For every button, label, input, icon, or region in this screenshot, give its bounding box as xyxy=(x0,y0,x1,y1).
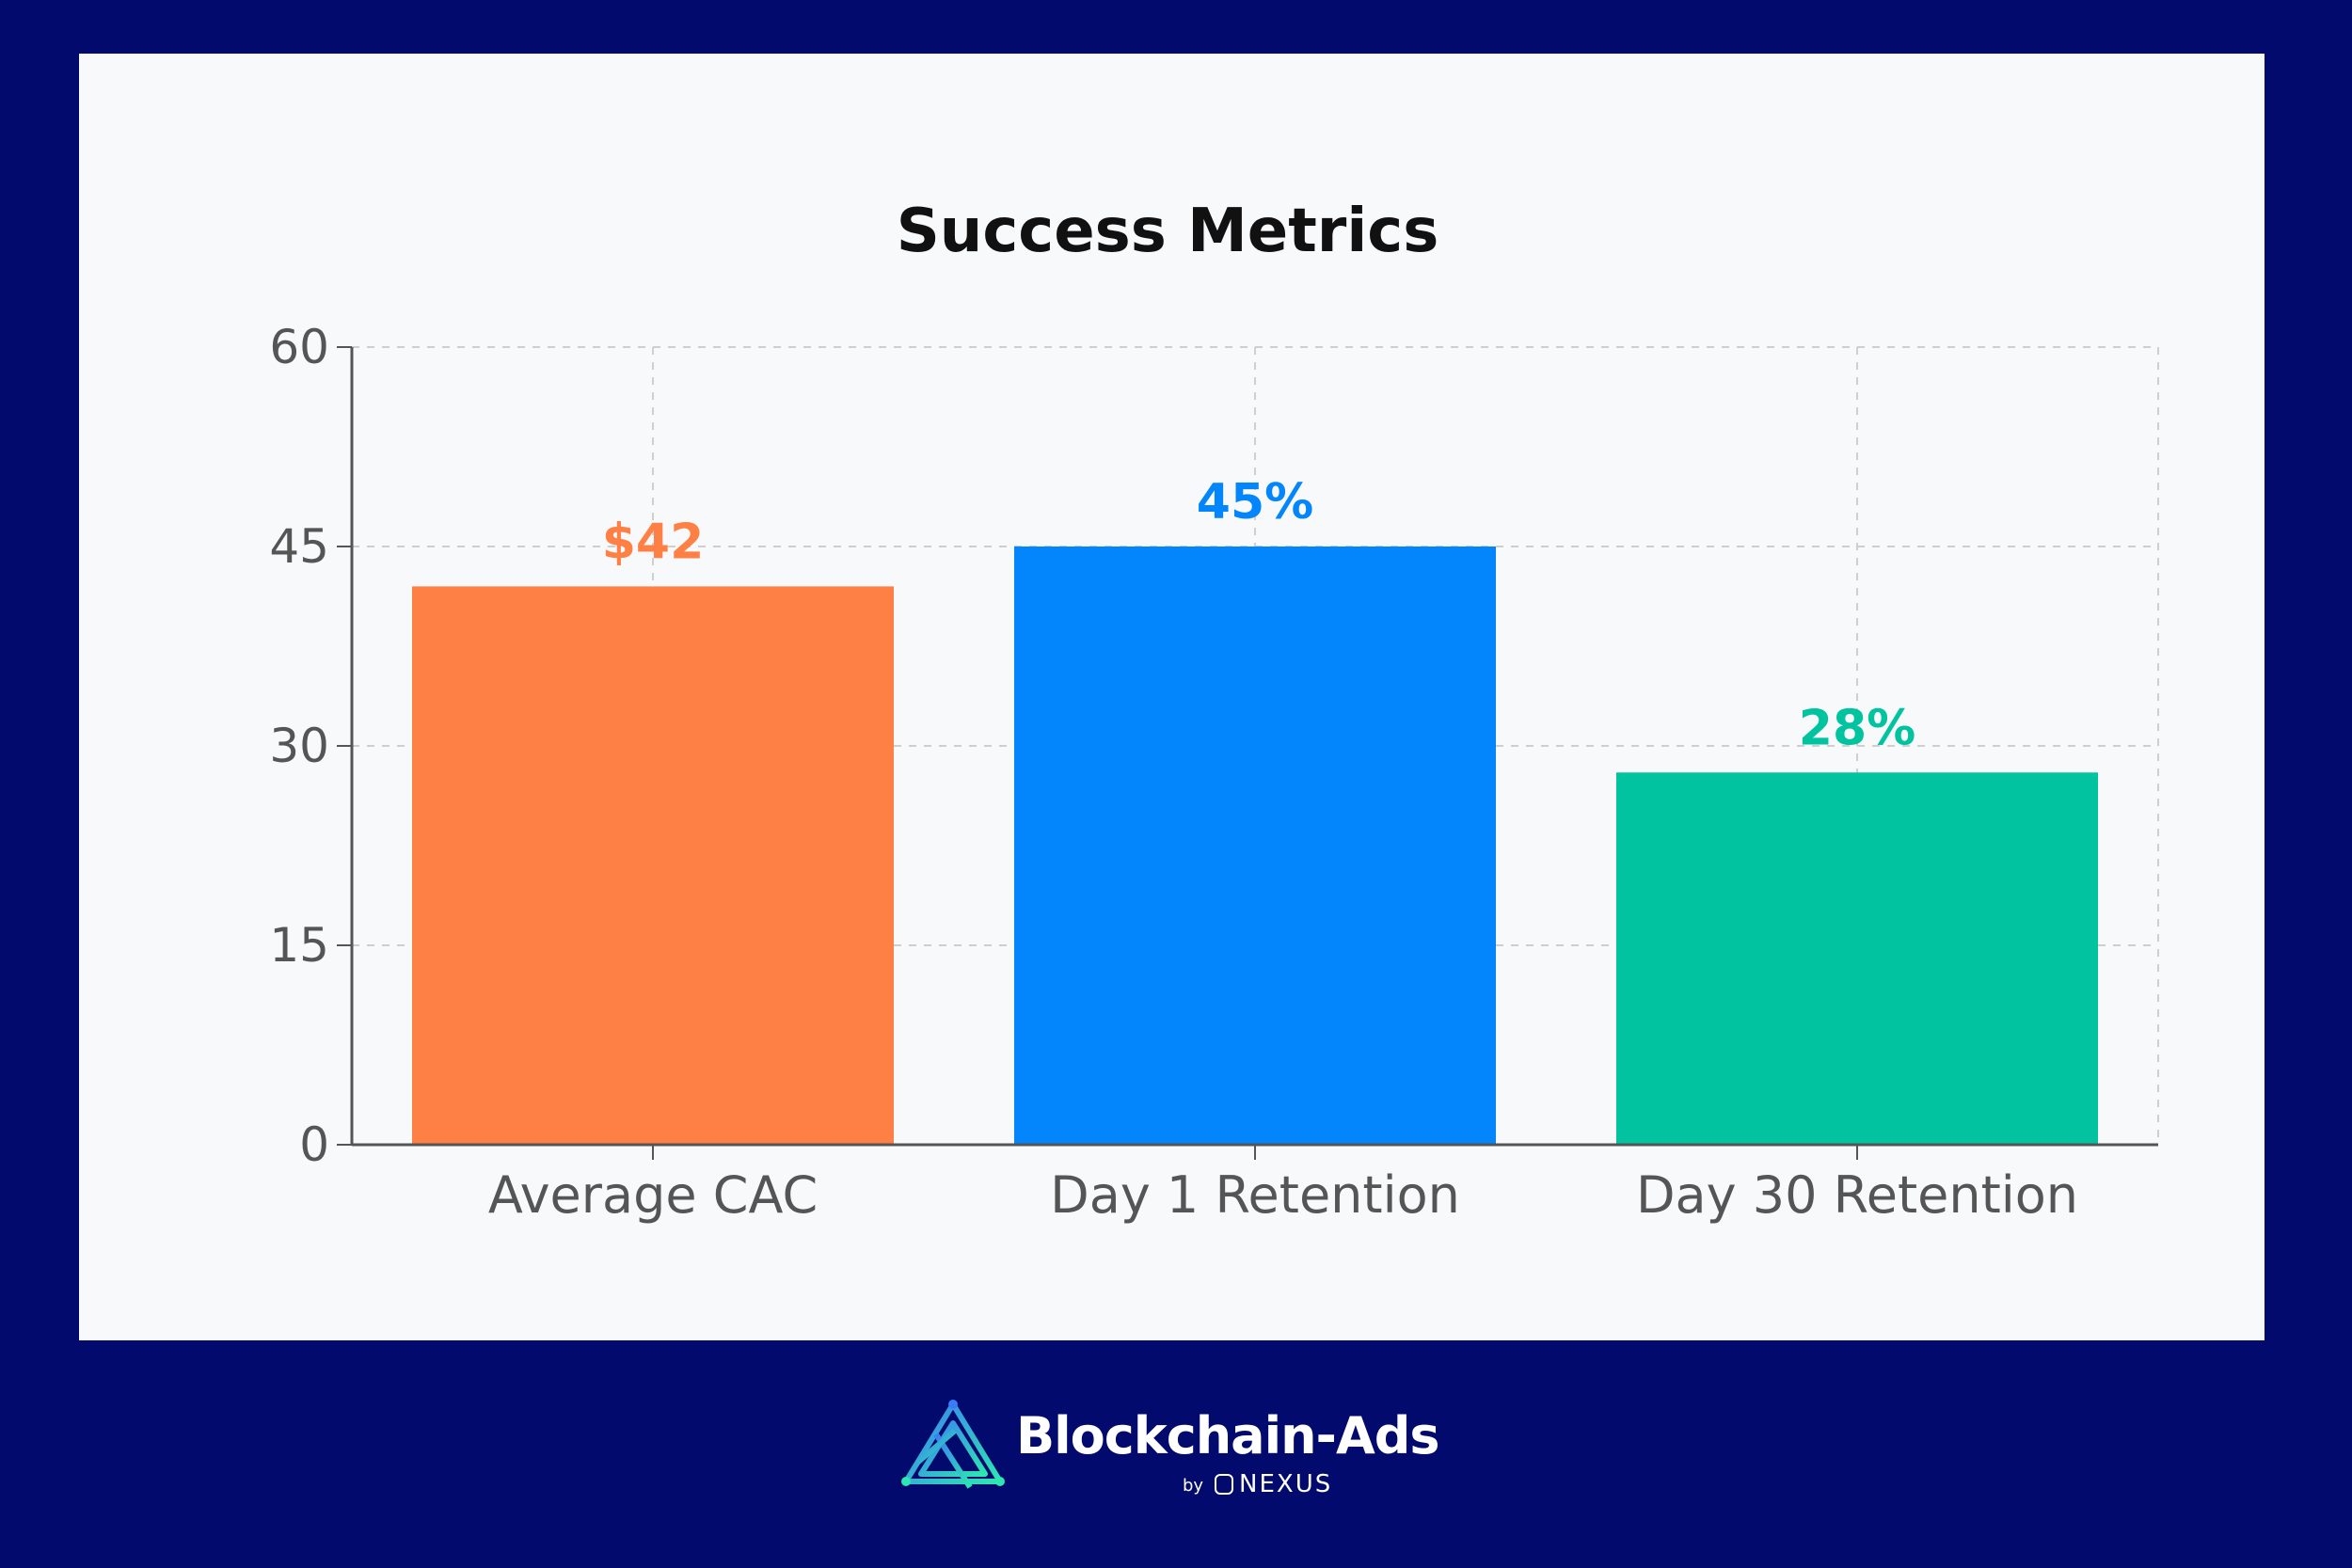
x-tick-label: Day 1 Retention xyxy=(1050,1165,1460,1225)
partner-logo: NEXUS xyxy=(1215,1470,1332,1498)
nexus-mark-icon xyxy=(1215,1474,1233,1495)
bar xyxy=(412,586,894,1145)
chart-title: Success Metrics xyxy=(897,197,1439,266)
bars xyxy=(412,546,2098,1145)
y-tick-label: 60 xyxy=(269,320,329,374)
partner-name: NEXUS xyxy=(1239,1470,1333,1498)
brand-by-text: by xyxy=(1183,1476,1204,1496)
blockchain-ads-logo-icon xyxy=(901,1400,1005,1489)
bar xyxy=(1616,772,2098,1145)
y-tick-label: 30 xyxy=(269,719,329,773)
x-tick-label: Average CAC xyxy=(488,1165,818,1225)
data-label: 45% xyxy=(1197,474,1313,531)
data-label: $42 xyxy=(602,514,705,570)
brand-name: Blockchain-Ads xyxy=(1016,1406,1440,1465)
chart-card: Success Metrics 0 15 30 45 60 $42 Average CAC 4… xyxy=(79,54,2265,1340)
data-label: 28% xyxy=(1799,700,1915,756)
brand-logo: Blockchain-Ads by NEXUS xyxy=(898,1397,1440,1500)
bar-chart: Success Metrics 0 15 30 45 60 $42 Average CAC 4… xyxy=(269,197,2159,1225)
labels: 0 15 30 45 60 $42 Average CAC 45% Day 1 Retentio… xyxy=(269,320,2078,1225)
axes xyxy=(337,346,2158,1160)
y-tick-label: 0 xyxy=(299,1117,329,1172)
bar xyxy=(1014,546,1496,1145)
x-tick-label: Day 30 Retention xyxy=(1636,1165,2078,1225)
y-tick-label: 45 xyxy=(269,519,329,574)
y-tick-label: 15 xyxy=(269,918,329,973)
